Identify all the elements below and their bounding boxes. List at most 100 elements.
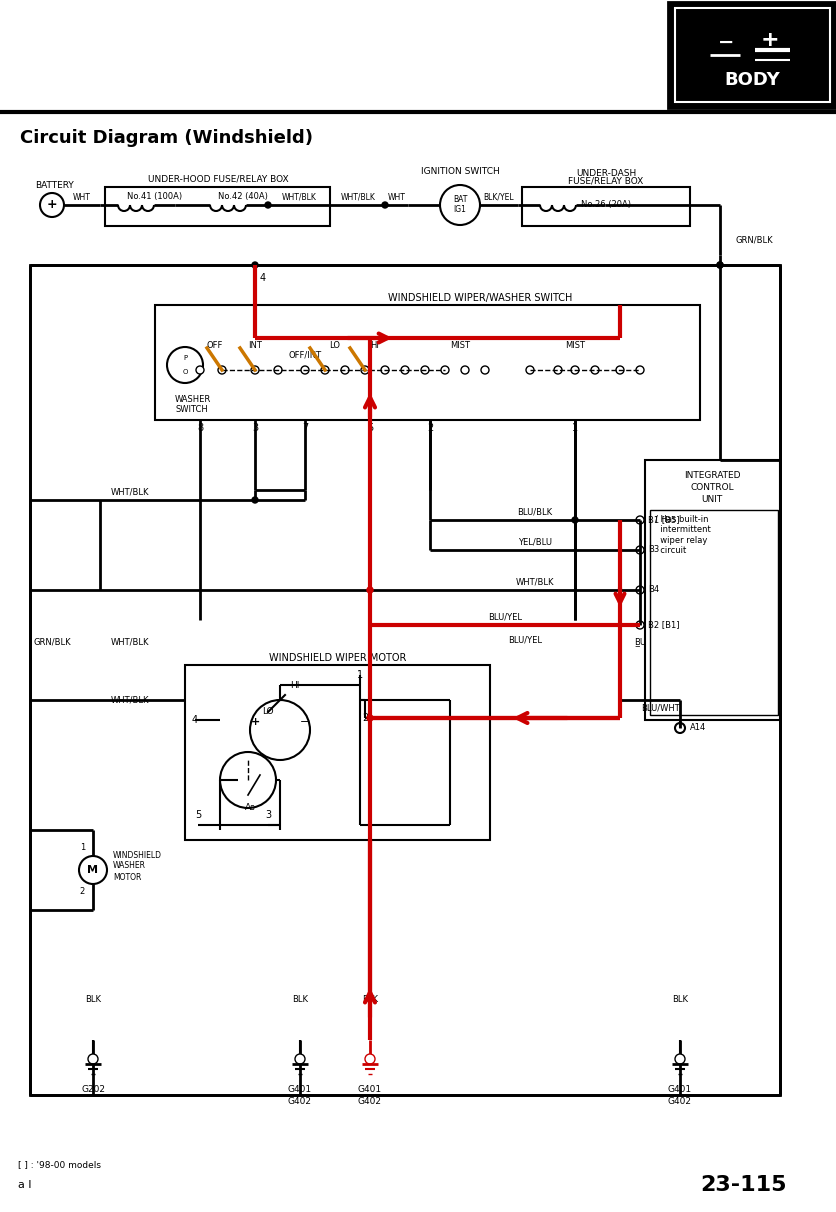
Text: a l: a l [18,1180,32,1190]
Circle shape [571,366,579,375]
Circle shape [40,193,64,217]
Text: GRN/BLK: GRN/BLK [735,235,772,245]
Text: Circuit Diagram (Windshield): Circuit Diagram (Windshield) [20,128,313,147]
Circle shape [636,585,644,594]
Text: P: P [183,355,187,361]
Circle shape [218,366,226,375]
Circle shape [675,1054,685,1064]
Text: UNIT: UNIT [701,494,722,503]
Circle shape [321,366,329,375]
Text: WHT/BLK: WHT/BLK [516,577,554,587]
Text: 1: 1 [572,423,578,433]
Text: B2 [B1]: B2 [B1] [648,621,680,629]
Circle shape [636,366,644,375]
Text: −: − [300,718,309,727]
Circle shape [382,202,388,208]
Circle shape [196,366,204,375]
Circle shape [361,366,369,375]
Text: 5: 5 [367,423,373,433]
Circle shape [251,366,259,375]
Circle shape [252,262,258,268]
Circle shape [554,366,562,375]
Text: B̲U: B̲U [634,638,646,646]
Text: 5: 5 [195,810,201,821]
Circle shape [88,1054,98,1064]
Text: G401: G401 [668,1086,692,1094]
Text: WHT: WHT [388,193,406,201]
Text: INTEGRATED: INTEGRATED [684,470,740,480]
Text: BODY: BODY [724,72,780,88]
Circle shape [167,347,203,383]
Circle shape [717,262,723,268]
Circle shape [572,518,578,524]
Text: BLU/WHT: BLU/WHT [640,703,680,713]
Text: WHT: WHT [73,193,91,201]
Text: G202: G202 [81,1086,105,1094]
Text: MIST: MIST [565,341,585,349]
Circle shape [441,366,449,375]
Text: [ ] : '98-00 models: [ ] : '98-00 models [18,1161,101,1170]
Text: G401: G401 [358,1086,382,1094]
Text: OFF: OFF [206,341,223,349]
Text: / Has built-in
  intermittent
  wiper relay
  circuit: / Has built-in intermittent wiper relay … [655,515,711,555]
Text: −: − [718,33,734,51]
Text: WINDSHIELD WIPER MOTOR: WINDSHIELD WIPER MOTOR [269,653,406,663]
Text: MIST: MIST [450,341,470,349]
Text: O: O [182,368,188,375]
Text: B4: B4 [648,585,659,595]
Bar [185,665,490,840]
Text: BLK: BLK [362,995,378,1005]
Circle shape [295,1054,305,1064]
Circle shape [274,366,282,375]
Circle shape [220,751,276,808]
Text: 2: 2 [79,887,85,897]
Text: +: + [47,199,58,212]
Text: INT: INT [248,341,262,349]
Text: BLK: BLK [292,995,308,1005]
Text: 8: 8 [197,423,203,433]
Circle shape [636,545,644,554]
Bar [105,187,330,225]
Text: G401: G401 [288,1086,312,1094]
Bar [155,305,700,421]
Text: BLK: BLK [672,995,688,1005]
Text: No.26 (20A): No.26 (20A) [581,200,631,210]
Text: +: + [250,718,260,727]
Text: MOTOR: MOTOR [113,873,141,881]
Text: 3: 3 [252,423,258,433]
Text: No.42 (40A): No.42 (40A) [218,193,268,201]
Circle shape [461,366,469,375]
Circle shape [301,366,309,375]
Text: A14: A14 [690,724,706,732]
Circle shape [481,366,489,375]
Text: WHT/BLK: WHT/BLK [340,193,375,201]
Circle shape [616,366,624,375]
Circle shape [365,1054,375,1064]
Bar [30,265,780,1094]
Bar [645,461,780,720]
Text: YEL/BLU: YEL/BLU [518,537,552,547]
Text: LO: LO [329,341,340,349]
Text: 2: 2 [362,713,368,724]
Text: UNDER-HOOD FUSE/RELAY BOX: UNDER-HOOD FUSE/RELAY BOX [148,175,288,183]
Text: WHT/BLK: WHT/BLK [110,696,150,704]
Circle shape [401,366,409,375]
Text: CONTROL: CONTROL [691,482,734,492]
Text: IG1: IG1 [454,206,466,215]
Text: WASHER: WASHER [113,862,146,870]
Text: BAT: BAT [453,195,467,205]
Text: SWITCH: SWITCH [175,406,208,415]
Text: B3: B3 [648,545,660,555]
Text: WINDSHIELD WIPER/WASHER SWITCH: WINDSHIELD WIPER/WASHER SWITCH [388,293,572,303]
Circle shape [675,724,685,733]
Text: 7: 7 [302,423,308,433]
Circle shape [367,587,373,593]
Text: G402: G402 [288,1098,312,1107]
Bar [522,187,690,225]
Circle shape [250,701,310,760]
Text: BLU/YEL: BLU/YEL [508,635,542,645]
Circle shape [252,497,258,503]
Text: G402: G402 [358,1098,382,1107]
Text: BLU/YEL: BLU/YEL [488,612,522,622]
Text: 2: 2 [427,423,433,433]
